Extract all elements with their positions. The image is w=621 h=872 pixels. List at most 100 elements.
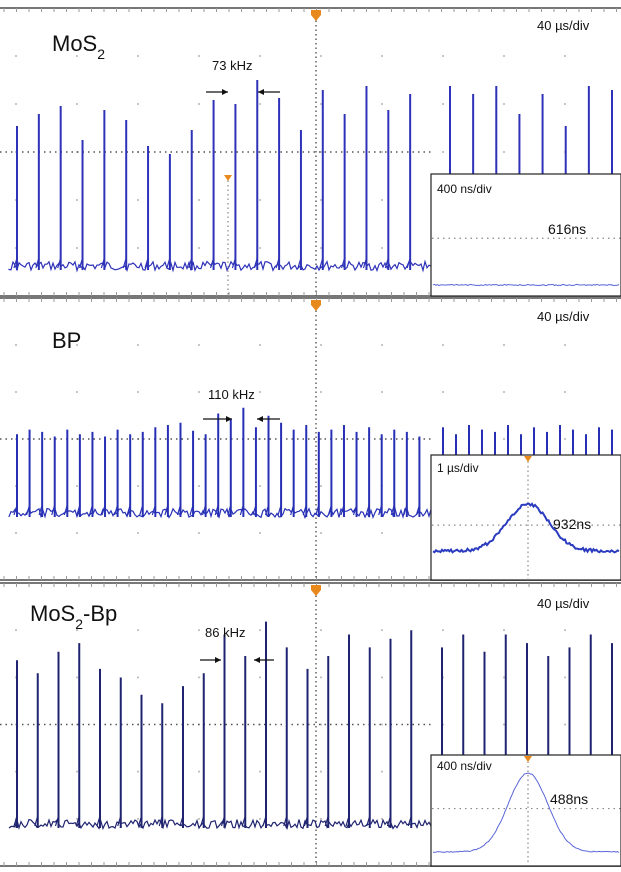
- pulse-foot: [264, 504, 270, 516]
- pulse-foot: [137, 815, 143, 827]
- pulse-foot: [96, 815, 101, 827]
- grid-dot: [198, 55, 200, 57]
- grid-dot: [259, 485, 261, 487]
- grid-dot: [259, 817, 261, 820]
- grid-dot: [76, 103, 78, 105]
- grid-dot: [320, 344, 322, 346]
- pulse-foot: [139, 504, 144, 516]
- grid-dot: [564, 391, 566, 393]
- grid-dot: [137, 391, 139, 393]
- pulse-foot: [227, 504, 232, 516]
- timebase-label-mos2-bp: 40 µs/div: [537, 596, 590, 611]
- inset-pulse-trace: [432, 502, 620, 554]
- grid-dot: [564, 55, 566, 57]
- grid-dot: [198, 817, 200, 820]
- grid-dot: [442, 55, 444, 57]
- pulse-foot: [231, 257, 236, 269]
- pulse-foot: [277, 504, 282, 516]
- grid-dot: [503, 103, 505, 105]
- pulse-foot: [362, 257, 368, 269]
- grid-dot: [381, 723, 383, 726]
- grid-dot: [137, 55, 139, 57]
- inset-timebase-bp: 1 µs/div: [437, 461, 479, 475]
- grid-dot: [320, 770, 322, 773]
- pulse-foot: [57, 257, 62, 269]
- grid-dot: [76, 391, 78, 393]
- panel-mos2-bp: [0, 582, 621, 867]
- grid-dot: [15, 391, 17, 393]
- pulse-foot: [210, 257, 215, 269]
- pulse-foot: [390, 504, 395, 516]
- pulse-foot: [75, 815, 80, 827]
- rep-rate-label-mos2: 73 kHz: [212, 58, 252, 73]
- grid-dot: [137, 199, 139, 201]
- pulse-foot: [101, 504, 106, 516]
- grid-dot: [381, 151, 383, 153]
- grid-dot: [503, 629, 505, 632]
- grid-dot: [259, 55, 261, 57]
- pulse-foot: [202, 504, 207, 516]
- grid-dot: [198, 247, 200, 249]
- grid-dot: [564, 344, 566, 346]
- pulse-foot: [341, 257, 346, 269]
- grid-dot: [503, 438, 505, 440]
- grid-dot: [15, 55, 17, 57]
- pulse-foot: [297, 257, 302, 269]
- pulse-foot: [386, 815, 392, 827]
- grid-dot: [320, 391, 322, 393]
- grid-dot: [259, 199, 261, 201]
- grid-dot: [259, 770, 261, 773]
- grid-dot: [198, 770, 200, 773]
- grid-dot: [259, 247, 261, 249]
- grid-dot: [320, 199, 322, 201]
- inset-timebase-mos2-bp: 400 ns/div: [437, 759, 492, 773]
- pulse-foot: [76, 504, 81, 516]
- grid-dot: [320, 103, 322, 105]
- pulse-foot: [241, 815, 246, 827]
- grid-dot: [76, 676, 78, 679]
- pulse-foot: [352, 504, 358, 516]
- grid-dot: [137, 103, 139, 105]
- grid-dot: [442, 391, 444, 393]
- inset-frame: [430, 454, 621, 581]
- pulse-foot: [189, 504, 194, 516]
- grid-dot: [137, 485, 139, 487]
- grid-dot: [198, 344, 200, 346]
- grid-dot: [320, 532, 322, 534]
- grid-dot: [381, 676, 383, 679]
- pulse-foot: [13, 815, 18, 827]
- rep-rate-label-bp: 110 kHz: [208, 387, 255, 402]
- arrow-head: [258, 89, 264, 95]
- trigger-marker: [311, 585, 321, 596]
- grid-dot: [76, 247, 78, 249]
- pulse-foot: [239, 504, 244, 516]
- grid-dot: [381, 770, 383, 773]
- pulse-foot: [54, 815, 60, 827]
- grid-dot: [198, 103, 200, 105]
- grid-dot: [381, 817, 383, 820]
- grid-dot: [15, 629, 17, 632]
- grid-dot: [137, 532, 139, 534]
- grid-dot: [320, 485, 322, 487]
- grid-dot: [381, 247, 383, 249]
- inset-pulse-trace: [432, 772, 620, 853]
- grid-dot: [137, 770, 139, 773]
- grid-dot: [76, 532, 78, 534]
- pulse-foot: [407, 815, 412, 827]
- pulse-foot: [158, 815, 163, 827]
- sample-label-mos2: MoS2: [52, 31, 105, 62]
- grid-dot: [381, 199, 383, 201]
- timebase-label-mos2: 40 µs/div: [537, 18, 590, 33]
- grid-dot: [137, 629, 139, 632]
- grid-dot: [503, 676, 505, 679]
- grid-dot: [503, 344, 505, 346]
- grid-dot: [381, 532, 383, 534]
- grid-dot: [564, 629, 566, 632]
- grid-dot: [259, 344, 261, 346]
- trigger-marker: [311, 10, 321, 21]
- grid-dot: [76, 199, 78, 201]
- grid-dot: [564, 438, 566, 440]
- pulse-foot: [406, 257, 411, 269]
- grid-dot: [503, 391, 505, 393]
- arrow-head: [215, 657, 221, 663]
